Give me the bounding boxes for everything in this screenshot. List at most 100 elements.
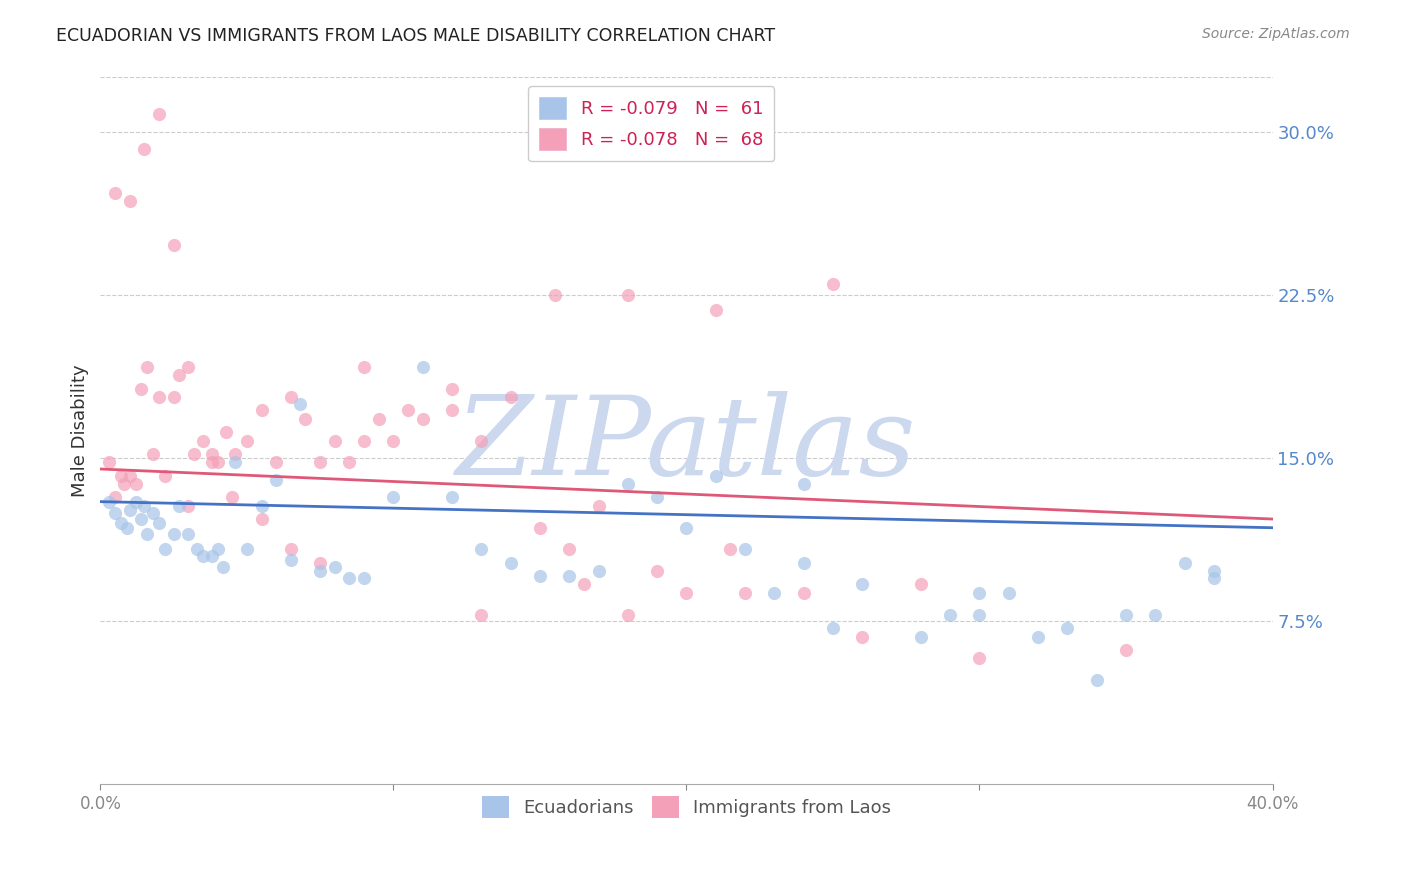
Point: [177, 359, 200, 374]
Point: [142, 506, 165, 520]
Point: [131, 382, 153, 396]
Point: [440, 490, 463, 504]
Point: [969, 607, 991, 622]
Point: [353, 571, 375, 585]
Point: [558, 568, 581, 582]
Point: [186, 542, 208, 557]
Point: [201, 549, 224, 563]
Point: [104, 490, 127, 504]
Point: [734, 586, 756, 600]
Point: [572, 577, 595, 591]
Point: [793, 556, 815, 570]
Point: [440, 382, 463, 396]
Point: [309, 556, 332, 570]
Point: [1202, 571, 1225, 585]
Point: [1115, 642, 1137, 657]
Point: [675, 521, 697, 535]
Point: [529, 568, 551, 582]
Point: [131, 512, 153, 526]
Point: [793, 477, 815, 491]
Point: [162, 527, 184, 541]
Point: [470, 542, 492, 557]
Point: [558, 542, 581, 557]
Point: [645, 564, 668, 578]
Point: [110, 516, 132, 531]
Point: [134, 499, 156, 513]
Point: [339, 455, 361, 469]
Point: [675, 586, 697, 600]
Point: [1174, 556, 1197, 570]
Point: [236, 434, 259, 448]
Point: [215, 425, 238, 439]
Point: [104, 506, 127, 520]
Point: [1202, 564, 1225, 578]
Point: [793, 586, 815, 600]
Point: [148, 516, 170, 531]
Point: [221, 490, 243, 504]
Point: [939, 607, 962, 622]
Point: [169, 499, 191, 513]
Point: [142, 447, 165, 461]
Point: [323, 560, 346, 574]
Point: [118, 468, 141, 483]
Text: ZIPatlas: ZIPatlas: [456, 392, 917, 499]
Point: [153, 468, 176, 483]
Point: [136, 359, 159, 374]
Point: [191, 434, 214, 448]
Point: [309, 564, 332, 578]
Point: [264, 473, 287, 487]
Point: [280, 553, 302, 567]
Point: [280, 390, 302, 404]
Point: [910, 577, 932, 591]
Point: [1056, 621, 1078, 635]
Point: [1115, 607, 1137, 622]
Point: [734, 542, 756, 557]
Point: [440, 403, 463, 417]
Point: [162, 390, 184, 404]
Point: [499, 390, 522, 404]
Point: [134, 142, 156, 156]
Text: Source: ZipAtlas.com: Source: ZipAtlas.com: [1202, 27, 1350, 41]
Legend: Ecuadorians, Immigrants from Laos: Ecuadorians, Immigrants from Laos: [474, 789, 898, 825]
Point: [98, 494, 121, 508]
Point: [112, 477, 135, 491]
Point: [763, 586, 786, 600]
Point: [910, 630, 932, 644]
Point: [177, 527, 200, 541]
Point: [412, 359, 434, 374]
Point: [382, 490, 405, 504]
Point: [470, 434, 492, 448]
Point: [124, 477, 146, 491]
Point: [588, 564, 610, 578]
Point: [201, 447, 224, 461]
Point: [162, 238, 184, 252]
Point: [412, 412, 434, 426]
Point: [201, 455, 224, 469]
Point: [1026, 630, 1049, 644]
Point: [250, 512, 273, 526]
Point: [645, 490, 668, 504]
Point: [264, 455, 287, 469]
Point: [969, 651, 991, 665]
Point: [704, 468, 727, 483]
Point: [851, 630, 873, 644]
Point: [470, 607, 492, 622]
Point: [704, 303, 727, 318]
Point: [236, 542, 259, 557]
Point: [382, 434, 405, 448]
Point: [212, 560, 235, 574]
Point: [250, 403, 273, 417]
Point: [136, 527, 159, 541]
Point: [821, 621, 844, 635]
Point: [250, 499, 273, 513]
Point: [118, 194, 141, 209]
Point: [153, 542, 176, 557]
Point: [207, 542, 229, 557]
Point: [617, 477, 640, 491]
Point: [280, 542, 302, 557]
Point: [98, 455, 121, 469]
Point: [339, 571, 361, 585]
Point: [1144, 607, 1167, 622]
Point: [191, 549, 214, 563]
Point: [183, 447, 205, 461]
